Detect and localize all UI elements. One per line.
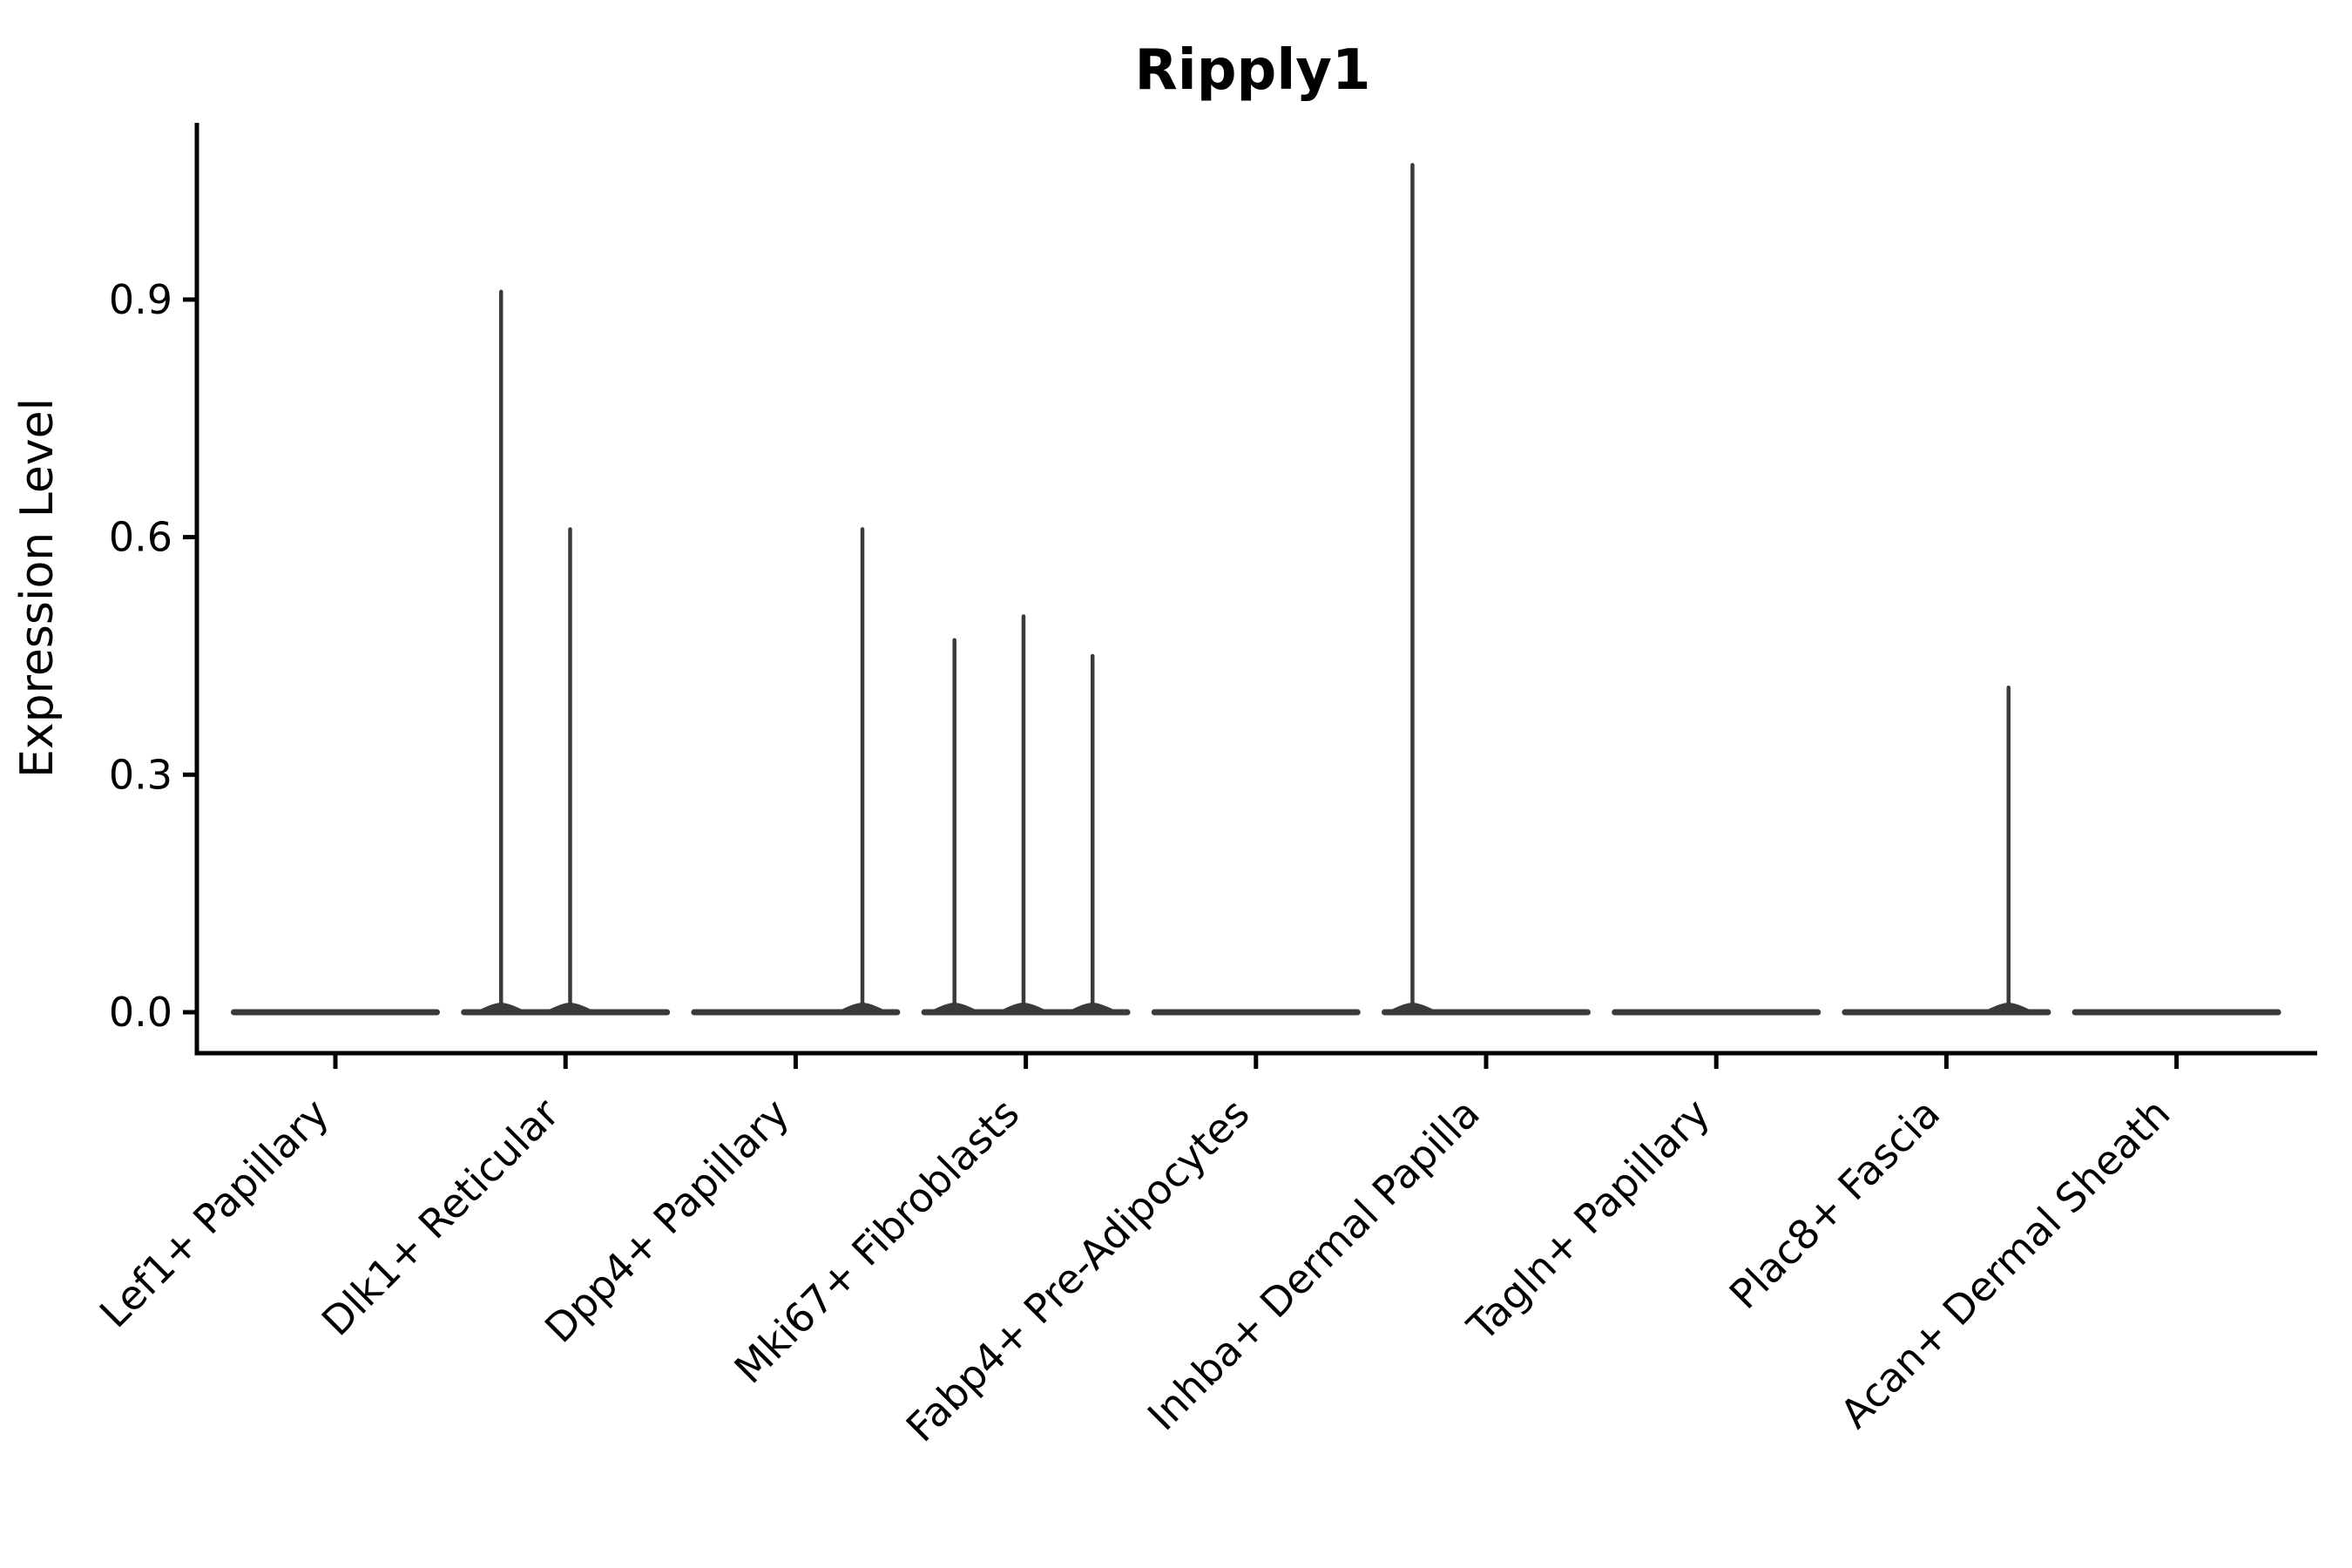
violin-base <box>231 1009 440 1016</box>
violin-inhba-dermal-papilla <box>1382 163 1591 1016</box>
chart-title: Ripply1 <box>1134 38 1370 103</box>
violin-mki67-fibroblasts <box>921 614 1131 1016</box>
violin-dlk1-reticular <box>461 289 671 1016</box>
y-tick-label: 0.9 <box>109 276 172 323</box>
violin-base <box>1612 1009 1821 1016</box>
violin-dpp4-papillary <box>691 527 901 1016</box>
x-tick-label-plac8-fascia: Plac8+ Fascia <box>1720 1090 1949 1318</box>
x-tick-label-dlk1-reticular: Dlk1+ Reticular <box>313 1090 568 1345</box>
x-tick-label-lef1-papillary: Lef1+ Papillary <box>91 1090 338 1337</box>
violin-layer <box>231 163 2281 1016</box>
y-tick-label: 0.3 <box>109 751 172 798</box>
violin-base <box>2072 1009 2281 1016</box>
violin-plac8-fascia <box>1842 686 2051 1016</box>
violin-lef1-papillary <box>231 1009 440 1016</box>
violin-acan-dermal-sheath <box>2072 1009 2281 1016</box>
y-axis-title: Expression Level <box>11 398 64 778</box>
y-tick-label: 0.0 <box>109 989 172 1036</box>
x-tick-label-tagln-papillary: Tagln+ Papillary <box>1457 1090 1719 1351</box>
x-tick-label-dpp4-papillary: Dpp4+ Papillary <box>536 1090 798 1352</box>
violin-base <box>1151 1009 1361 1016</box>
violin-fabp4-pre-adipocytes <box>1151 1009 1361 1016</box>
violin-tagln-papillary <box>1612 1009 1821 1016</box>
y-tick-label: 0.6 <box>109 514 172 561</box>
